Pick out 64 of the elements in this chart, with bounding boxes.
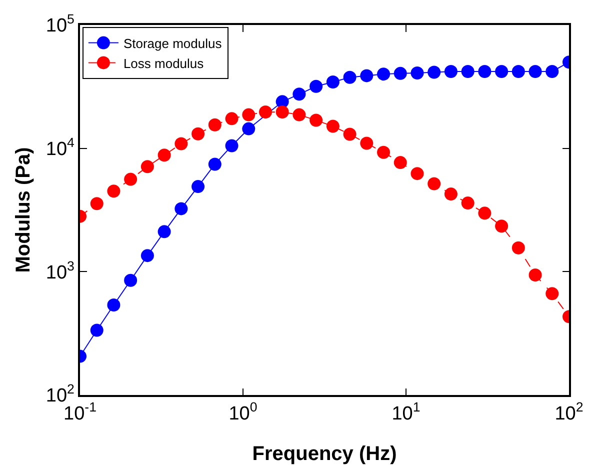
point (107, 184, 120, 198)
y-tick-label: 10$^{5}$ (46, 12, 74, 37)
point (528, 64, 542, 78)
point (90, 324, 104, 337)
point (276, 106, 289, 119)
x-tick-label: 10$^{1}$ (392, 400, 420, 425)
point (546, 287, 559, 300)
point (140, 249, 154, 262)
point (360, 69, 374, 82)
point (292, 88, 306, 101)
point (124, 274, 138, 287)
point (428, 66, 441, 79)
point (242, 108, 256, 122)
point (461, 196, 474, 210)
point (310, 114, 323, 127)
point (192, 180, 205, 194)
point (140, 160, 154, 174)
point (158, 148, 171, 162)
point (326, 120, 340, 133)
point (478, 64, 492, 78)
x-tick-label: 10$^{2}$ (554, 400, 584, 425)
point (360, 136, 374, 150)
point (444, 188, 458, 201)
x-tick-label: 10$^{0}$ (228, 400, 258, 425)
legend-label: Storage modulus (123, 36, 222, 51)
point (174, 202, 188, 216)
point (225, 139, 238, 152)
point (528, 268, 542, 282)
point (495, 220, 508, 233)
point (495, 64, 508, 78)
point (512, 241, 525, 254)
point (377, 146, 390, 159)
point (546, 64, 559, 78)
point (225, 112, 238, 126)
point (377, 68, 390, 81)
point (428, 177, 441, 190)
legend-label: Loss modulus (123, 56, 204, 71)
point (394, 156, 407, 170)
point (107, 298, 120, 312)
point (410, 66, 424, 80)
y-tick-label: 10$^{3}$ (46, 258, 74, 284)
point (461, 64, 474, 78)
point (174, 137, 188, 150)
y-axis-title: Modulus (Pa) (12, 147, 34, 273)
point (90, 197, 104, 210)
point (158, 225, 171, 238)
y-tick-label: 10$^{4}$ (46, 135, 74, 160)
point (208, 158, 222, 171)
point (310, 80, 323, 93)
point (208, 118, 222, 132)
point (444, 64, 458, 78)
point (258, 106, 272, 119)
x-axis-title: Frequency (Hz) (252, 443, 397, 465)
point (410, 167, 424, 180)
point (343, 70, 356, 84)
point (343, 128, 356, 141)
point (292, 108, 306, 122)
point (192, 127, 205, 140)
point (512, 64, 525, 78)
point (242, 122, 256, 136)
point (394, 66, 407, 80)
point (326, 76, 340, 88)
point (124, 172, 138, 186)
point (478, 206, 492, 220)
